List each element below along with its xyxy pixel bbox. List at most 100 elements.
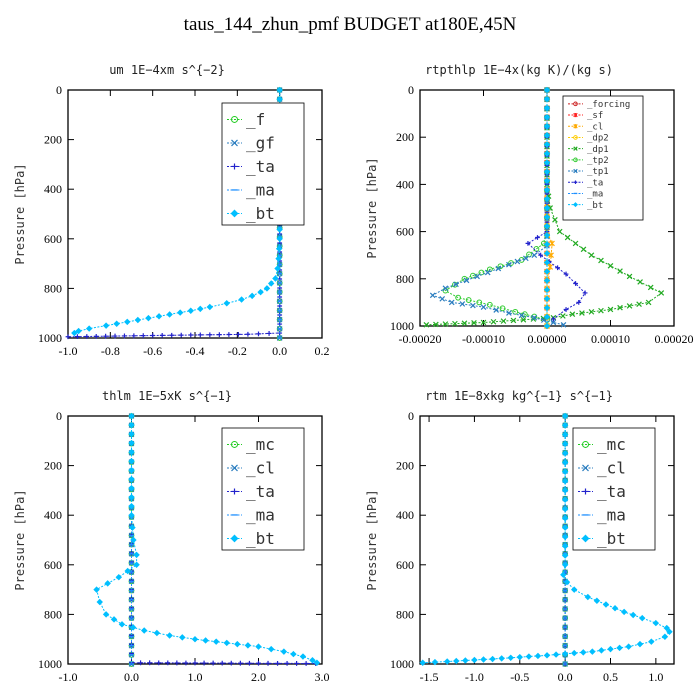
series-marker — [439, 296, 446, 302]
series-marker — [128, 502, 135, 510]
series-marker — [543, 286, 551, 293]
series-marker — [130, 536, 137, 544]
legend-swatch-marker — [573, 168, 578, 174]
y-tick-label: 1000 — [390, 657, 414, 671]
series-marker — [202, 637, 209, 644]
legend-box — [572, 427, 656, 551]
series-marker — [493, 307, 500, 313]
series-marker — [166, 632, 173, 639]
series-marker — [431, 658, 439, 666]
y-tick-label: 400 — [44, 182, 62, 196]
y-axis-label: Pressure [hPa] — [13, 163, 27, 264]
legend-swatch-marker — [230, 534, 239, 543]
series-marker — [611, 604, 619, 612]
series-marker — [572, 240, 579, 247]
series-marker — [128, 448, 135, 456]
series-marker — [543, 141, 551, 148]
y-tick-label: 600 — [396, 225, 414, 239]
series-marker — [543, 123, 551, 130]
y-tick-label: 0 — [56, 83, 62, 97]
series-marker — [128, 475, 135, 483]
series-marker — [276, 235, 283, 243]
series-marker — [197, 332, 203, 338]
series-marker — [265, 660, 271, 666]
series-marker — [543, 277, 551, 284]
series-marker — [543, 322, 551, 330]
series-marker — [543, 177, 551, 184]
legend-label: _dp2 — [587, 134, 609, 144]
series-marker — [256, 331, 261, 337]
series-marker — [138, 660, 143, 666]
series-marker — [228, 660, 234, 666]
series-marker — [140, 627, 148, 634]
legend-swatch-marker — [573, 101, 578, 107]
series-marker — [639, 614, 646, 622]
figure-title: taus_144_zhun_pmf BUDGET at180E,45N — [183, 14, 517, 35]
x-tick-label: 0.00020 — [655, 332, 694, 346]
series-marker — [284, 660, 290, 666]
series-marker — [552, 216, 558, 223]
series-marker — [423, 321, 430, 328]
series-marker — [303, 661, 309, 666]
series-marker — [248, 292, 256, 300]
x-tick-label: 0.00000 — [528, 332, 567, 346]
series-marker — [629, 611, 637, 619]
series-marker — [561, 650, 569, 658]
series-marker — [552, 651, 560, 658]
series-marker — [661, 633, 669, 640]
legend-box — [221, 427, 305, 551]
series-marker — [563, 578, 571, 586]
series-marker — [290, 650, 297, 658]
series-marker — [534, 652, 542, 660]
series-marker — [663, 624, 670, 632]
series-marker — [257, 288, 264, 296]
series-marker — [576, 300, 582, 305]
series-marker — [607, 645, 614, 653]
legend-swatch-marker — [573, 112, 578, 118]
y-tick-label: 800 — [396, 272, 414, 286]
series-marker — [226, 332, 232, 337]
series-marker — [140, 333, 146, 339]
series-marker — [145, 314, 152, 322]
series-marker — [156, 660, 162, 666]
series-marker — [588, 252, 595, 259]
series-marker — [452, 281, 458, 288]
series-marker — [543, 304, 551, 312]
series-marker — [550, 319, 557, 326]
x-tick-label: 0.00010 — [591, 332, 630, 346]
series-marker — [235, 332, 241, 337]
series-marker — [543, 150, 551, 157]
series-marker — [561, 431, 569, 438]
series-marker — [223, 300, 230, 307]
series-marker — [476, 299, 483, 306]
legend-label: _ta — [246, 157, 275, 176]
series-marker — [666, 628, 673, 635]
series-bt — [543, 86, 551, 330]
series-marker — [255, 643, 262, 650]
series-marker — [636, 640, 644, 648]
series-marker — [276, 96, 283, 103]
series-marker — [275, 255, 282, 262]
series-marker — [419, 659, 426, 666]
legend-box — [221, 102, 305, 226]
series-marker — [617, 304, 623, 311]
series-marker — [560, 321, 567, 328]
series-marker — [65, 334, 71, 340]
series-marker — [563, 307, 569, 312]
series-marker — [267, 645, 275, 653]
legend-swatch-marker — [573, 135, 578, 140]
series-marker — [570, 586, 578, 593]
series-marker — [247, 660, 252, 666]
series-marker — [645, 299, 652, 306]
series-marker — [531, 252, 538, 259]
series-marker — [531, 314, 538, 321]
series-marker — [588, 309, 595, 315]
series-marker — [267, 280, 275, 287]
series-marker — [452, 320, 458, 327]
series-marker — [459, 301, 466, 307]
series-marker — [234, 640, 241, 648]
series-marker — [474, 273, 480, 280]
x-tick-label: -0.2 — [228, 344, 247, 358]
series-marker — [561, 533, 569, 541]
series-marker — [514, 258, 521, 265]
